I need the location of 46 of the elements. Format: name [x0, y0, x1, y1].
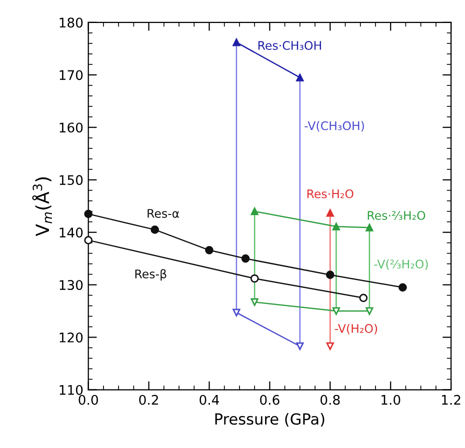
x-tick-label: 0.6 [260, 394, 280, 405]
series-label: Res-α [148, 209, 180, 218]
point [326, 342, 334, 350]
point [232, 308, 240, 316]
y-tick-label: 160 [60, 122, 83, 133]
y-tick-label: 130 [60, 280, 83, 290]
point [366, 307, 374, 315]
x-tick-label: 1.0 [382, 394, 400, 405]
point [359, 294, 368, 302]
y-axis-title: V$_{m}$(Å$^{3}$) [32, 177, 52, 236]
point [398, 283, 407, 292]
point [84, 210, 93, 218]
x-tick-label: 0.4 [200, 394, 219, 405]
point [326, 270, 334, 279]
x-tick-label: 0.8 [320, 394, 340, 405]
y-tick-label: 110 [60, 384, 83, 395]
y-tick-label: 150 [60, 175, 83, 186]
point [232, 38, 240, 46]
series-label: -V(⅔H₂O) [374, 259, 428, 270]
point [205, 246, 214, 254]
point [296, 74, 304, 82]
point [296, 342, 304, 350]
point [366, 224, 374, 232]
series-label: Res·H₂O [307, 189, 354, 198]
series-label: Res·CH₃OH [258, 41, 321, 50]
point [250, 208, 258, 216]
y-tick-label: 170 [60, 70, 83, 80]
y-tick-label: 120 [60, 332, 83, 342]
point [250, 274, 259, 283]
point [326, 209, 334, 217]
point [332, 307, 340, 315]
x-tick-label: 1.2 [442, 394, 460, 405]
series-label: -V(H₂O) [334, 324, 378, 334]
y-tick-label: 140 [60, 228, 83, 238]
point [250, 298, 258, 306]
series-label: Res·⅔H₂O [368, 210, 426, 220]
point [241, 254, 250, 263]
point [84, 236, 93, 244]
point [332, 222, 340, 230]
series-label: Res-β [135, 269, 166, 281]
x-tick-label: 0.2 [139, 394, 158, 405]
y-tick-label: 180 [60, 18, 83, 28]
x-axis-title: Pressure (GPa) [215, 412, 324, 427]
text: -V(CH₃OH) [304, 121, 364, 132]
x-tick-label: 0.0 [78, 394, 98, 405]
point [150, 226, 160, 234]
